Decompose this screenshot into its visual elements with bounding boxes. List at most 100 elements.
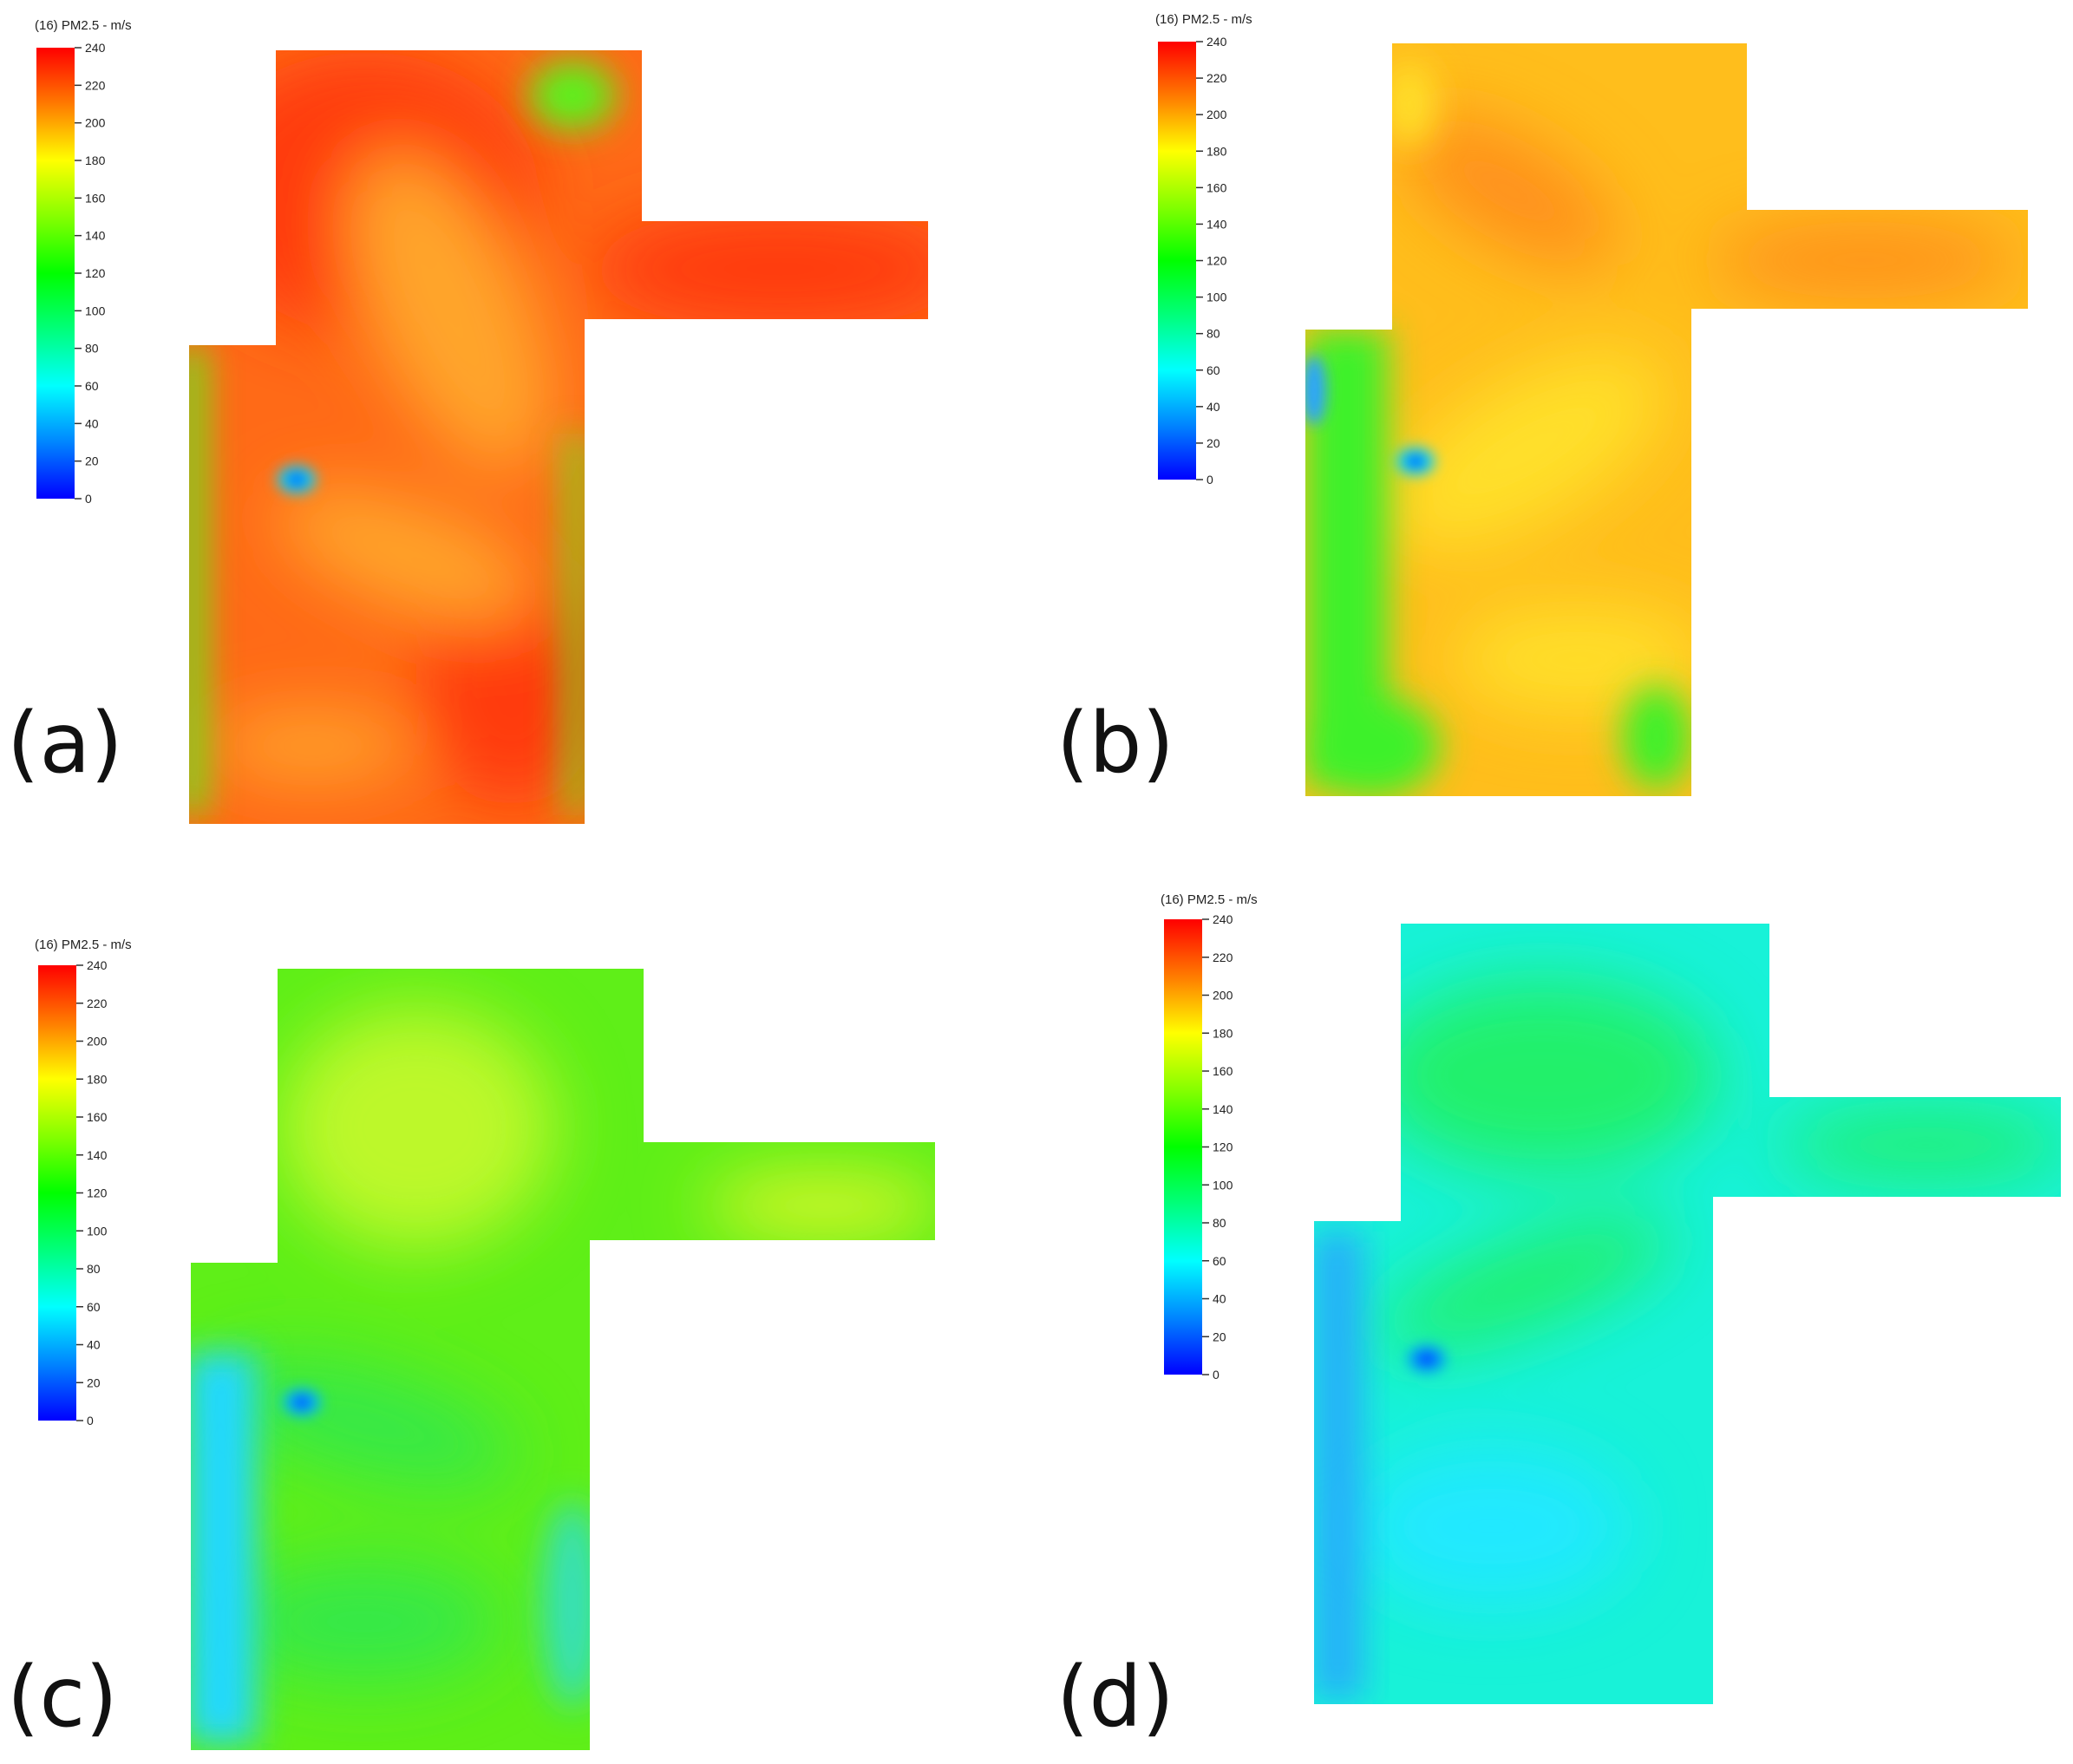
plume-light [213,1357,516,1487]
plume-light [278,1006,555,1249]
contour-field-b [1305,43,2028,796]
plume-green [1378,1216,1675,1351]
plume-light [208,711,416,781]
edge-band [1305,694,1440,796]
colorbar-c: (16) PM2.5 - m/s 0 20 40 60 80 100 120 140 160 18… [35,938,132,1428]
colorbar-tick-label: 60 [1207,363,1220,377]
contour-field-d [1314,924,2061,1704]
colorbar-gradient [36,48,75,499]
colorbar-tick-label: 180 [87,1072,108,1086]
colorbar-ticks: 0 20 40 60 80 100 120 140 160 180 200 220 240 [1196,35,1227,487]
panel-c: (16) PM2.5 - m/s 0 20 40 60 80 100 120 140 160 18… [7,938,935,1750]
plume-dark [590,208,928,330]
plume-light [226,1561,503,1682]
colorbar-tick-label: 40 [85,416,99,430]
colorbar-gradient [38,965,76,1421]
colorbar-tick-label: 40 [87,1338,101,1352]
plume-light [703,1175,935,1236]
colorbar-tick-label: 80 [1207,327,1220,341]
panel-d: (16) PM2.5 - m/s 0 20 40 60 80 100 120 140 160 18… [1056,892,2061,1746]
panel-label-a: (a) [7,695,123,792]
colorbar-tick-label: 160 [1213,1064,1233,1078]
colorbar-a: (16) PM2.5 - m/s 0 20 40 60 80 100 120 140 160 18… [35,18,132,506]
colorbar-tick-label: 0 [1207,473,1213,487]
plume-light [276,487,540,624]
edge-band [1314,1232,1363,1700]
colorbar-tick-label: 60 [87,1300,101,1314]
inlet-spot [1416,1352,1437,1366]
colorbar-tick-label: 60 [85,379,99,393]
colorbar-tick-label: 0 [85,492,92,506]
colorbar-ticks: 0 20 40 60 80 100 120 140 160 180 200 220 240 [1202,912,1233,1382]
panel-label-b: (b) [1056,695,1174,792]
panel-a: (16) PM2.5 - m/s 0 20 40 60 80 100 120 140 160 18… [7,18,928,824]
edge-band [1622,685,1691,789]
colorbar-tick-label: 200 [85,116,106,130]
colorbar-tick-label: 200 [1213,989,1233,1003]
colorbar-tick-label: 0 [1213,1368,1220,1382]
colorbar-tick-label: 120 [85,266,106,280]
colorbar-tick-label: 240 [87,958,108,972]
colorbar-tick-label: 200 [87,1035,108,1049]
colorbar-tick-label: 220 [1213,951,1233,964]
colorbar-tick-label: 140 [87,1148,108,1162]
colorbar-tick-label: 100 [1207,291,1227,304]
contour-field-c [191,969,935,1750]
colorbar-tick-label: 120 [1207,254,1227,268]
inlet-spot [291,1395,312,1409]
inlet-spot [286,473,307,487]
colorbar-tick-label: 180 [1207,144,1227,158]
colorbar-tick-label: 60 [1213,1254,1226,1268]
plume-light [1387,352,1666,550]
contour-field-a [189,50,928,824]
colorbar-tick-label: 100 [87,1224,108,1238]
colorbar-tick-label: 140 [1207,217,1227,231]
colorbar-tick-label: 120 [87,1186,108,1200]
colorbar-title: (16) PM2.5 - m/s [35,938,132,952]
plume-dark [1709,221,2021,299]
colorbar-tick-label: 240 [1213,912,1233,926]
inlet-spot [1405,454,1426,468]
colorbar-tick-label: 80 [87,1262,101,1276]
colorbar-tick-label: 0 [87,1414,94,1428]
edge-band [564,434,590,815]
colorbar-tick-label: 40 [1213,1292,1226,1306]
colorbar-tick-label: 40 [1207,400,1220,414]
panel-label-c: (c) [7,1649,118,1746]
colorbar-tick-label: 160 [87,1110,108,1124]
colorbar-d: (16) PM2.5 - m/s 0 20 40 60 80 100 120 140 160 18… [1161,892,1258,1382]
colorbar-tick-label: 20 [87,1375,101,1389]
colorbar-tick-label: 220 [87,996,108,1010]
plume-light [1448,607,1709,711]
colorbar-tick-label: 180 [1213,1026,1233,1040]
colorbar-tick-label: 160 [1207,180,1227,194]
colorbar-ticks: 0 20 40 60 80 100 120 140 160 180 200 220 240 [75,41,106,506]
colorbar-ticks: 0 20 40 60 80 100 120 140 160 180 200 220 240 [76,958,108,1428]
inlet-spot [1305,356,1326,425]
colorbar-tick-label: 240 [1207,35,1227,49]
colorbar-tick-label: 160 [85,191,106,205]
colorbar-tick-label: 100 [85,304,106,317]
colorbar-tick-label: 240 [85,41,106,55]
colorbar-tick-label: 220 [85,78,106,92]
colorbar-tick-label: 140 [85,229,106,243]
panel-b: (16) PM2.5 - m/s 0 20 40 60 80 100 120 140 160 18… [1056,12,2028,796]
colorbar-tick-label: 20 [85,454,99,468]
plume-green [1778,1110,2061,1179]
colorbar-gradient [1164,919,1202,1375]
colorbar-tick-label: 80 [85,342,99,356]
colorbar-tick-label: 20 [1213,1330,1226,1343]
colorbar-title: (16) PM2.5 - m/s [1155,12,1252,27]
edge-band [529,61,616,130]
plume-light [1353,1448,1631,1604]
colorbar-title: (16) PM2.5 - m/s [1161,892,1258,907]
colorbar-tick-label: 20 [1207,436,1220,450]
colorbar-tick-label: 200 [1207,108,1227,121]
colorbar-tick-label: 140 [1213,1102,1233,1116]
plume-dark [1401,114,1618,267]
plume-light [349,151,553,474]
edge-band [189,347,205,815]
colorbar-tick-label: 120 [1213,1140,1233,1154]
colorbar-tick-label: 220 [1207,71,1227,85]
